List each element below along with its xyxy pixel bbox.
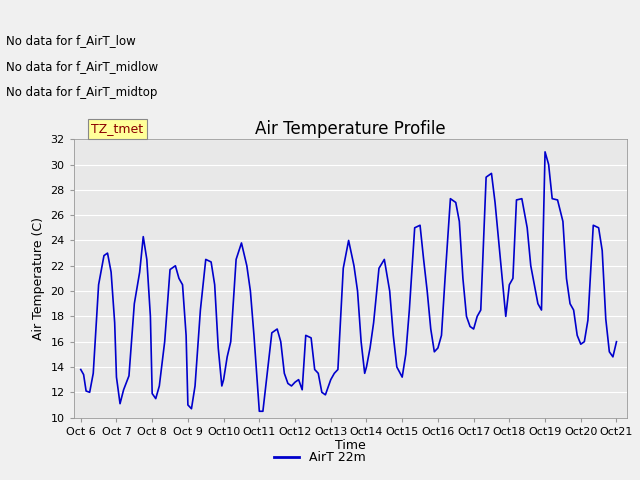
Text: No data for f_AirT_midlow: No data for f_AirT_midlow [6, 60, 159, 73]
Text: No data for f_AirT_midtop: No data for f_AirT_midtop [6, 86, 158, 99]
Text: TZ_tmet: TZ_tmet [92, 122, 143, 135]
Title: Air Temperature Profile: Air Temperature Profile [255, 120, 445, 138]
Y-axis label: Air Temperature (C): Air Temperature (C) [32, 217, 45, 340]
Legend: AirT 22m: AirT 22m [269, 446, 371, 469]
X-axis label: Time: Time [335, 439, 366, 453]
Text: No data for f_AirT_low: No data for f_AirT_low [6, 34, 136, 47]
